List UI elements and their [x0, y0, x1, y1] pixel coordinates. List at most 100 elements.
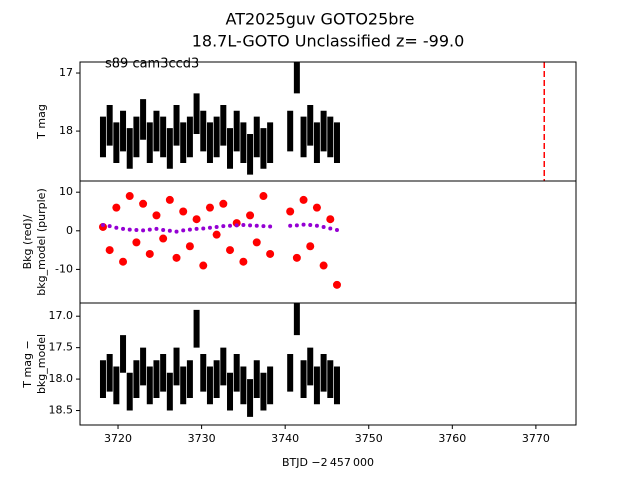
- point: [228, 223, 233, 228]
- point: [334, 383, 340, 388]
- point: [181, 228, 186, 233]
- axes-frame: [79, 302, 577, 426]
- point: [308, 123, 313, 128]
- x-tick-label: 3770: [522, 432, 550, 445]
- point: [328, 376, 333, 382]
- x-tick-label: 3740: [271, 432, 299, 445]
- point: [319, 261, 328, 270]
- point: [267, 140, 273, 145]
- point: [207, 225, 212, 230]
- point: [154, 128, 159, 134]
- point: [301, 134, 306, 140]
- point: [288, 223, 293, 228]
- point: [205, 203, 214, 212]
- point: [187, 376, 193, 382]
- point: [147, 383, 152, 388]
- point: [234, 128, 239, 134]
- point: [127, 227, 132, 232]
- point: [107, 370, 112, 376]
- point: [174, 229, 179, 234]
- y-tick-label: 17.0: [49, 309, 74, 322]
- x-tick-label: 3760: [438, 432, 466, 445]
- point: [321, 128, 326, 134]
- point: [167, 228, 172, 233]
- point: [214, 134, 219, 140]
- point: [232, 219, 241, 228]
- point: [219, 199, 228, 208]
- point: [314, 140, 320, 145]
- point: [159, 234, 168, 243]
- point: [145, 249, 154, 258]
- point: [326, 215, 335, 224]
- point: [328, 134, 333, 140]
- point: [294, 223, 299, 228]
- point: [221, 364, 226, 369]
- point: [294, 314, 300, 319]
- point: [254, 223, 259, 228]
- point: [221, 224, 226, 229]
- point: [332, 280, 341, 289]
- point: [259, 192, 268, 201]
- point: [286, 207, 295, 216]
- x-tick-label: 3720: [104, 432, 132, 445]
- point: [321, 224, 326, 229]
- point: [127, 389, 132, 394]
- point: [212, 230, 221, 239]
- point: [207, 140, 213, 145]
- point: [167, 389, 173, 394]
- point: [239, 257, 248, 266]
- point: [214, 376, 219, 382]
- point: [241, 223, 246, 228]
- point: [201, 370, 206, 376]
- point: [334, 140, 340, 145]
- y-axis-label: bkg_model (purple): [35, 188, 48, 295]
- point: [125, 192, 134, 201]
- point: [267, 383, 273, 388]
- point: [167, 146, 173, 151]
- point: [252, 238, 261, 247]
- title: AT2025guv GOTO25bre: [226, 10, 415, 29]
- point: [266, 249, 275, 258]
- point: [241, 383, 246, 388]
- point: [306, 242, 315, 251]
- point: [132, 238, 141, 247]
- point: [107, 224, 112, 229]
- point: [105, 246, 114, 255]
- point: [287, 128, 293, 134]
- point: [221, 123, 226, 128]
- point: [299, 195, 308, 204]
- point: [192, 215, 201, 224]
- point: [172, 253, 181, 262]
- point: [181, 140, 186, 145]
- point: [181, 383, 186, 388]
- point: [247, 152, 253, 157]
- y-tick-label: 18: [59, 124, 73, 137]
- y-axis-label: T mag −: [21, 340, 34, 388]
- point: [268, 224, 273, 229]
- y-axis-label: T mag: [35, 104, 48, 140]
- point: [160, 134, 166, 140]
- point: [119, 257, 128, 266]
- point: [207, 383, 213, 388]
- point: [174, 364, 179, 369]
- point: [154, 226, 159, 231]
- point: [248, 223, 253, 228]
- plot-area: [98, 192, 341, 289]
- point: [140, 364, 146, 369]
- point: [127, 146, 132, 151]
- point: [287, 370, 293, 376]
- point: [308, 364, 313, 369]
- point: [140, 117, 146, 122]
- point: [234, 223, 239, 228]
- point: [328, 226, 333, 231]
- point: [194, 326, 199, 331]
- subtitle: 18.7L-GOTO Unclassified z= -99.0: [192, 32, 465, 51]
- point: [141, 228, 146, 233]
- point: [199, 261, 208, 270]
- point: [334, 228, 339, 233]
- point: [179, 207, 188, 216]
- x-axis-label: BTJD −2 457 000: [282, 456, 374, 469]
- point: [254, 134, 259, 140]
- point: [187, 227, 192, 232]
